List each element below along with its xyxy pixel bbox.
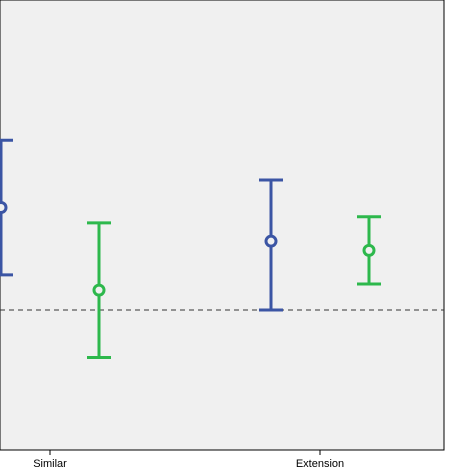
error-bar-1-extension [259,178,283,312]
error-bar-1-similar [0,138,13,277]
x-tick-label-extension: Extension [296,458,344,470]
error-bar-marks [0,138,381,359]
mean-point [92,283,106,297]
mean-point [264,234,278,248]
mean-point [362,243,376,257]
x-axis: Similar Extension [33,450,344,470]
error-bar-2-extension [357,215,381,286]
error-bar-2-similar [87,221,111,359]
x-tick-label-similar: Similar [33,458,67,470]
mean-point [0,201,8,215]
plot-area [0,0,445,451]
